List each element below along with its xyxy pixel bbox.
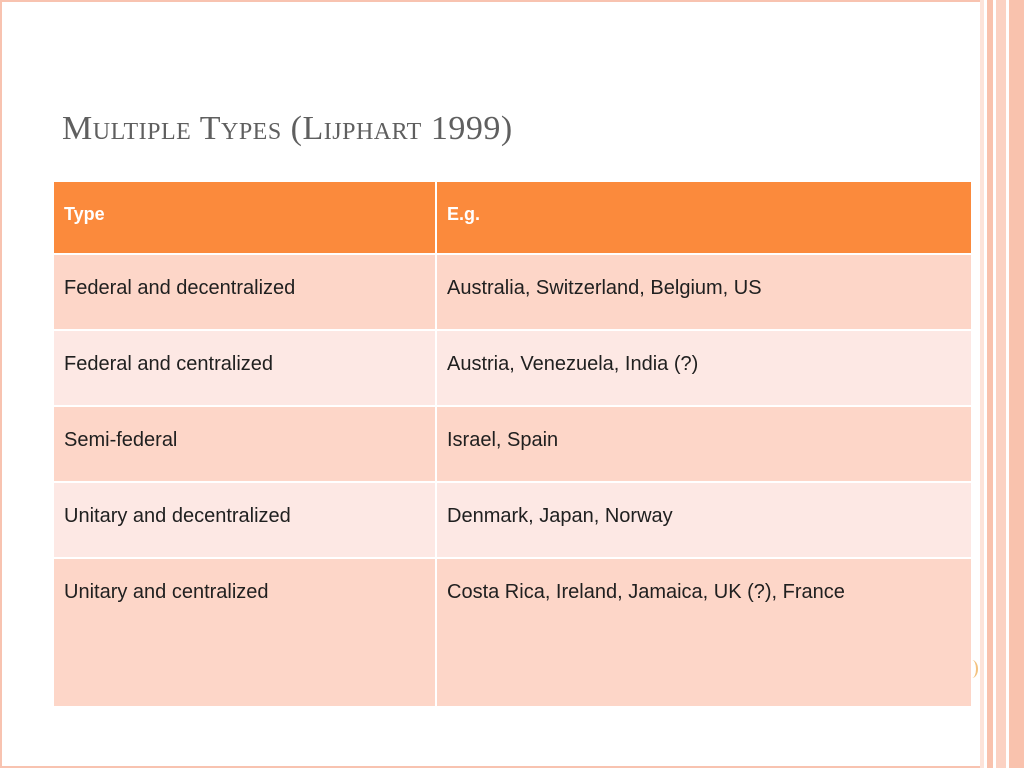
table-row: Unitary and centralized Costa Rica, Irel…	[52, 557, 973, 708]
slide-frame-left	[0, 0, 2, 768]
type-cell: Unitary and centralized	[52, 557, 437, 708]
example-cell: Australia, Switzerland, Belgium, US	[435, 253, 973, 331]
type-cell: Federal and centralized	[52, 329, 437, 407]
header-example: E.g.	[435, 180, 973, 255]
example-cell: Costa Rica, Ireland, Jamaica, UK (?), Fr…	[435, 557, 973, 708]
types-table: Type E.g. Federal and decentralized Aust…	[52, 180, 973, 708]
table-row: Federal and decentralized Australia, Swi…	[52, 253, 973, 331]
type-cell: Federal and decentralized	[52, 253, 437, 331]
example-cell: Israel, Spain	[435, 405, 973, 483]
slide-right-border	[980, 0, 1024, 768]
table-row: Semi-federal Israel, Spain	[52, 405, 973, 483]
table-row: Federal and centralized Austria, Venezue…	[52, 329, 973, 407]
header-type: Type	[52, 180, 437, 255]
slide-frame-bottom	[0, 766, 1024, 768]
type-cell: Semi-federal	[52, 405, 437, 483]
example-cell: Austria, Venezuela, India (?)	[435, 329, 973, 407]
table-header-row: Type E.g.	[52, 180, 973, 255]
type-cell: Unitary and decentralized	[52, 481, 437, 559]
example-cell: Denmark, Japan, Norway	[435, 481, 973, 559]
table-row: Unitary and decentralized Denmark, Japan…	[52, 481, 973, 559]
slide-title: Multiple Types (Lijphart 1999)	[62, 110, 513, 147]
decorative-circle	[966, 660, 978, 678]
slide-frame-top	[0, 0, 1024, 2]
